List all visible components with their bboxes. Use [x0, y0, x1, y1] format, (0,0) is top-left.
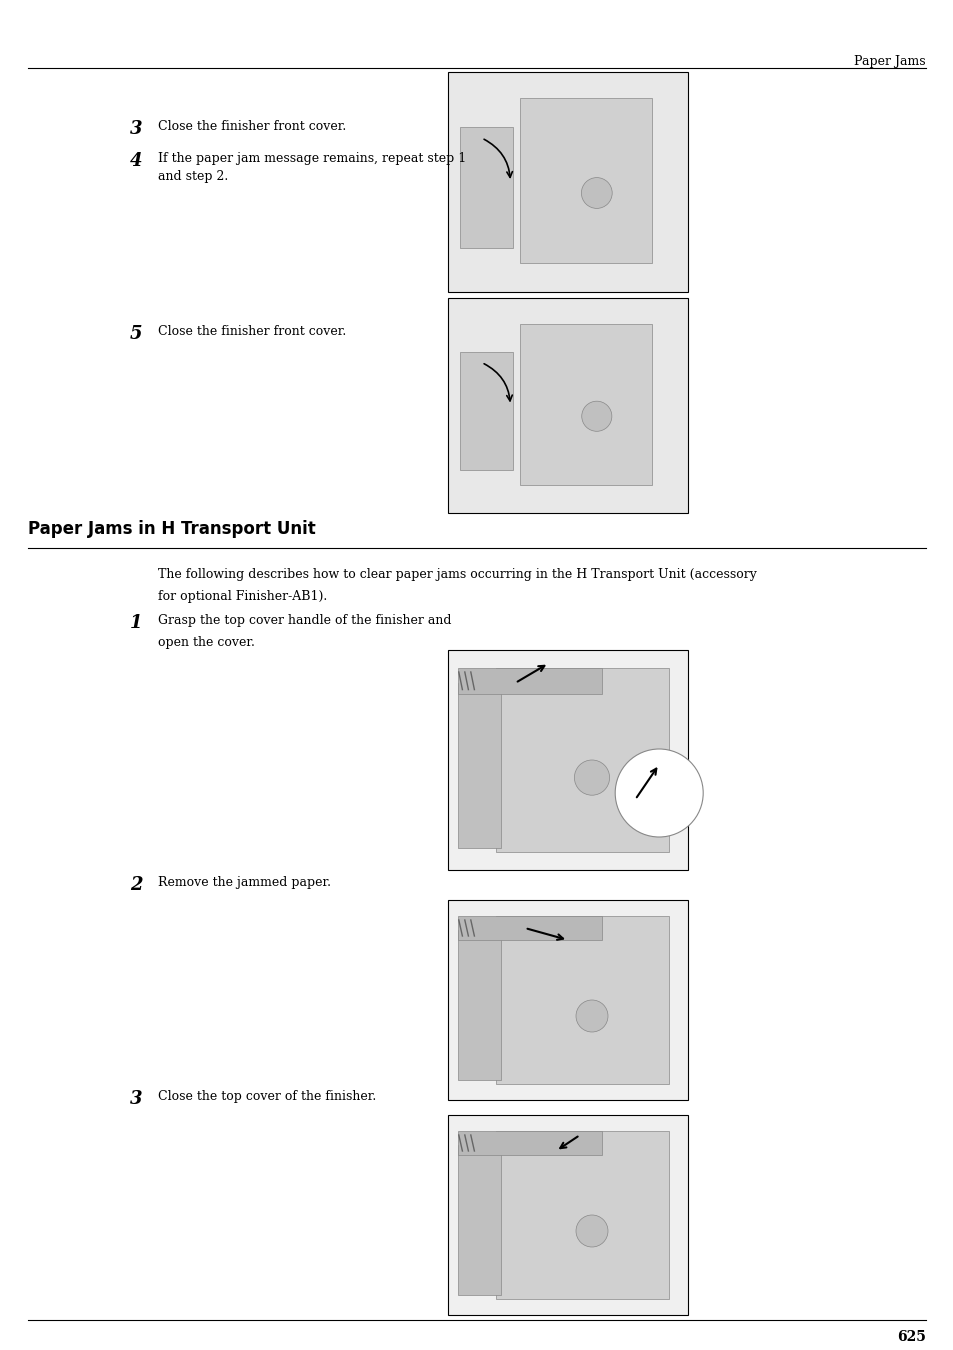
Text: open the cover.: open the cover.: [158, 636, 254, 649]
Bar: [457, 1145, 500, 1295]
Text: Close the top cover of the finisher.: Close the top cover of the finisher.: [158, 1089, 375, 1103]
Bar: [457, 917, 601, 940]
Text: 5: 5: [130, 325, 142, 343]
Circle shape: [580, 178, 612, 208]
Text: Paper Jams in H Transport Unit: Paper Jams in H Transport Unit: [28, 520, 315, 539]
Circle shape: [576, 1215, 607, 1247]
Text: and step 2.: and step 2.: [158, 170, 228, 184]
Text: 3: 3: [130, 120, 142, 138]
Text: If the paper jam message remains, repeat step 1: If the paper jam message remains, repeat…: [158, 153, 466, 165]
Bar: [448, 72, 687, 292]
Bar: [496, 917, 668, 1084]
Text: 2: 2: [130, 876, 142, 894]
Text: 3: 3: [130, 1089, 142, 1108]
Text: 1: 1: [130, 614, 142, 632]
Circle shape: [574, 760, 609, 795]
Bar: [496, 1131, 668, 1299]
Text: Grasp the top cover handle of the finisher and: Grasp the top cover handle of the finish…: [158, 614, 451, 626]
Circle shape: [581, 401, 611, 431]
Bar: [448, 298, 687, 513]
Text: Close the finisher front cover.: Close the finisher front cover.: [158, 120, 346, 134]
Bar: [519, 324, 651, 485]
Bar: [457, 683, 500, 848]
Bar: [457, 1131, 601, 1156]
Bar: [519, 99, 651, 263]
Bar: [448, 1115, 687, 1315]
Text: 4: 4: [130, 153, 142, 170]
Bar: [448, 900, 687, 1100]
Text: The following describes how to clear paper jams occurring in the H Transport Uni: The following describes how to clear pap…: [158, 568, 756, 580]
Circle shape: [615, 749, 702, 837]
Text: for optional Finisher-AB1).: for optional Finisher-AB1).: [158, 590, 327, 603]
Text: Paper Jams: Paper Jams: [854, 55, 925, 68]
Bar: [457, 668, 601, 694]
Bar: [457, 930, 500, 1080]
Bar: [496, 668, 668, 852]
Bar: [459, 127, 513, 248]
Text: Close the finisher front cover.: Close the finisher front cover.: [158, 325, 346, 338]
Text: Remove the jammed paper.: Remove the jammed paper.: [158, 876, 331, 890]
Bar: [448, 649, 687, 869]
Text: 625: 625: [896, 1330, 925, 1345]
Circle shape: [576, 1000, 607, 1031]
Bar: [459, 352, 513, 470]
